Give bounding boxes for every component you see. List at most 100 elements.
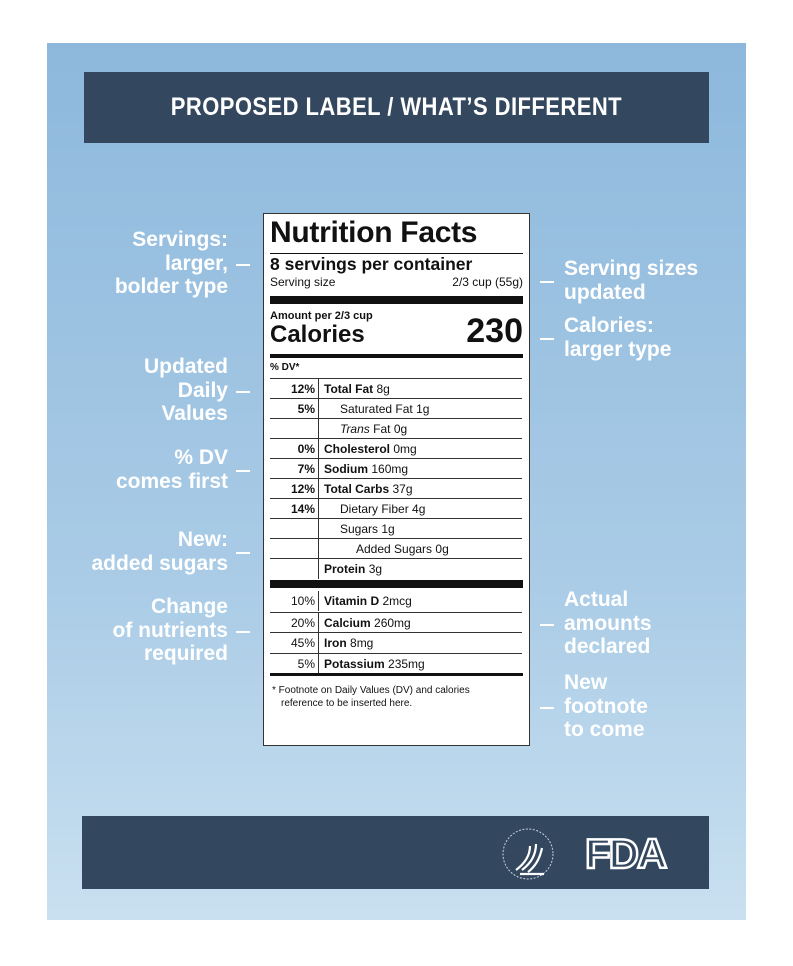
svg-text:FDA: FDA xyxy=(585,832,667,874)
nutrient-amount: 3g xyxy=(368,562,383,576)
nutrient-name: Total Carbs 37g xyxy=(324,482,413,496)
amount-per: Amount per 2/3 cup xyxy=(270,310,373,322)
vitamin-name: Iron 8mg xyxy=(324,636,374,650)
connector-dash xyxy=(236,469,250,472)
dv-value: 45% xyxy=(270,633,319,653)
connector-dash xyxy=(236,551,250,554)
header-banner: PROPOSED LABEL / WHAT’S DIFFERENT xyxy=(84,72,709,143)
connector-dash xyxy=(540,337,554,340)
connector-dash xyxy=(236,630,250,633)
vitamin-row: 20% Calcium 260mg xyxy=(270,611,522,633)
nutrient-row: 7% Sodium 160mg xyxy=(270,458,522,479)
footnote-line-1: * Footnote on Daily Values (DV) and calo… xyxy=(272,685,470,696)
nutrient-row: Trans Fat 0g xyxy=(270,418,522,439)
annotation-line: Actual xyxy=(564,588,629,611)
vitamin-row: 5% Potassium 235mg xyxy=(270,652,522,674)
nutrient-amount: 160mg xyxy=(371,462,409,476)
annotation-line: updated xyxy=(564,280,646,304)
nutrient-name: Total Fat 8g xyxy=(324,382,390,396)
footnote-line-2: reference to be inserted here. xyxy=(281,698,413,709)
nutrient-name: Sodium 160mg xyxy=(324,462,409,476)
nutrient-name: Protein 3g xyxy=(324,562,383,576)
annotation-line: % DV xyxy=(174,446,228,469)
nutrient-name: Saturated Fat 1g xyxy=(340,402,430,416)
vitamin-name: Potassium 235mg xyxy=(324,656,425,671)
dv-value: 14% xyxy=(270,499,319,519)
annotation-line: added sugars xyxy=(91,551,228,575)
connector-dash xyxy=(236,390,250,393)
dv-value: 5% xyxy=(270,653,319,674)
dv-value: 0% xyxy=(270,439,319,459)
annotation-line: to come xyxy=(564,718,645,741)
connector-dash xyxy=(540,623,554,626)
annotation-line: comes first xyxy=(115,469,228,493)
annotation-line: Daily xyxy=(177,378,228,402)
vitamin-amount: 260mg xyxy=(374,615,411,630)
annotation-line: footnote xyxy=(564,694,648,718)
left-annotation: New: added sugars xyxy=(91,528,228,575)
dv-value: 20% xyxy=(270,612,319,633)
annotation-line: of nutrients xyxy=(112,618,229,642)
vitamin-amount: 2mcg xyxy=(382,594,412,608)
dv-value xyxy=(270,539,319,559)
dv-value xyxy=(270,559,319,579)
dv-value: 12% xyxy=(270,479,319,499)
dv-value xyxy=(270,519,319,539)
serving-size-label: Serving size xyxy=(270,275,336,289)
nutrient-row: 14% Dietary Fiber 4g xyxy=(270,498,522,519)
annotation-line: New xyxy=(564,671,608,694)
nutrient-amount: 8g xyxy=(376,382,390,396)
annotation-line: Values xyxy=(161,402,228,425)
nutrient-amount: 37g xyxy=(392,482,413,496)
vitamin-amount: 8mg xyxy=(350,636,374,650)
nutrition-label: Nutrition Facts 8 servings per container… xyxy=(263,213,530,746)
hhs-seal-logo xyxy=(502,828,554,880)
dv-value xyxy=(270,419,319,439)
nutrient-row: 0% Cholesterol 0mg xyxy=(270,438,522,459)
fda-logo: FDA xyxy=(585,832,670,874)
calories-label: Calories xyxy=(270,321,365,348)
vitamin-amount: 235mg xyxy=(388,656,425,671)
dv-value: 5% xyxy=(270,399,319,419)
nutrient-name: Trans Fat 0g xyxy=(340,422,408,436)
connector-dash xyxy=(540,706,554,709)
annotation-line: required xyxy=(143,642,228,665)
page-title: PROPOSED LABEL / WHAT’S DIFFERENT xyxy=(170,93,623,121)
nutrient-row: Sugars 1g xyxy=(270,518,522,539)
nutrient-name: Dietary Fiber 4g xyxy=(340,502,426,516)
annotation-line: amounts xyxy=(564,611,652,635)
annotation-line: larger, xyxy=(164,251,228,275)
footer-banner: FDA xyxy=(82,816,709,889)
nutrient-amount: 0g xyxy=(393,422,408,436)
annotation-line: Calories: xyxy=(564,314,654,337)
vitamin-name: Vitamin D 2mcg xyxy=(324,594,412,608)
dv-value: 10% xyxy=(270,591,319,611)
annotation-line: bolder type xyxy=(114,275,228,298)
annotation-line: Change xyxy=(150,595,228,618)
nutrient-amount: 1g xyxy=(381,522,395,536)
left-annotation: % DV comes first xyxy=(116,446,228,493)
servings-per-container: 8 servings per container xyxy=(270,254,473,274)
right-annotation: Serving sizes updated xyxy=(564,257,698,304)
nutrient-name: Cholesterol 0mg xyxy=(324,442,417,456)
dv-value: 12% xyxy=(270,379,319,399)
annotation-line: Servings: xyxy=(132,228,228,251)
connector-dash xyxy=(236,263,250,266)
nutrient-name: Added Sugars 0g xyxy=(356,542,449,556)
nutrient-row: 12% Total Carbs 37g xyxy=(270,478,522,499)
nutrient-name: Sugars 1g xyxy=(340,522,395,536)
annotation-line: declared xyxy=(564,635,651,658)
left-annotation: Updated Daily Values xyxy=(144,355,228,426)
label-title: Nutrition Facts xyxy=(270,216,478,249)
serving-size-value: 2/3 cup (55g) xyxy=(452,275,523,289)
nutrient-row: Added Sugars 0g xyxy=(270,538,522,559)
annotation-line: Updated xyxy=(144,355,228,378)
right-annotation: Actual amounts declared xyxy=(564,588,652,659)
left-annotation: Servings: larger, bolder type xyxy=(115,228,228,299)
thick-divider xyxy=(270,296,523,304)
nutrient-amount: 4g xyxy=(412,502,426,516)
dv-value: 7% xyxy=(270,459,319,479)
vitamin-name: Calcium 260mg xyxy=(324,615,411,630)
nutrient-amount: 0g xyxy=(435,542,449,556)
annotation-line: larger type xyxy=(564,337,672,361)
